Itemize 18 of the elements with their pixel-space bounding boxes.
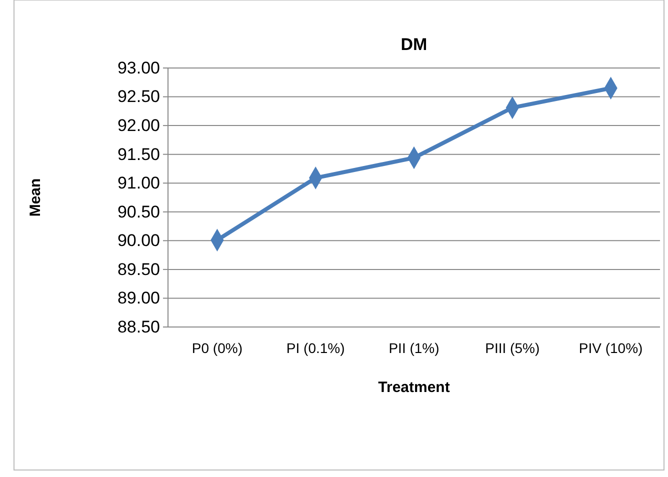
chart-title: DM	[400, 35, 428, 54]
x-axis-title: Treatment	[378, 379, 450, 396]
y-tick-label: 91.00	[117, 174, 160, 193]
y-tick-label: 89.00	[117, 288, 160, 308]
y-tick-label: 92.50	[117, 87, 160, 106]
x-tick-label: PII (1%)	[388, 340, 440, 356]
y-tick-label: 93.00	[117, 58, 160, 78]
y-tick-label: 91.50	[117, 144, 160, 164]
x-tick-label: P0 (0%)	[192, 340, 242, 356]
y-tick-label: 89.50	[117, 260, 160, 279]
y-tick-label: 90.50	[117, 202, 160, 222]
x-tick-label: PIII (5%)	[485, 340, 540, 356]
y-tick-label: 90.00	[117, 231, 160, 250]
y-tick-label: 92.00	[117, 116, 160, 135]
y-tick-label: 88.50	[117, 317, 160, 336]
y-axis-title: Mean	[27, 178, 44, 217]
x-tick-label: PIV (10%)	[578, 340, 643, 356]
x-tick-label: PI (0.1%)	[286, 340, 345, 356]
